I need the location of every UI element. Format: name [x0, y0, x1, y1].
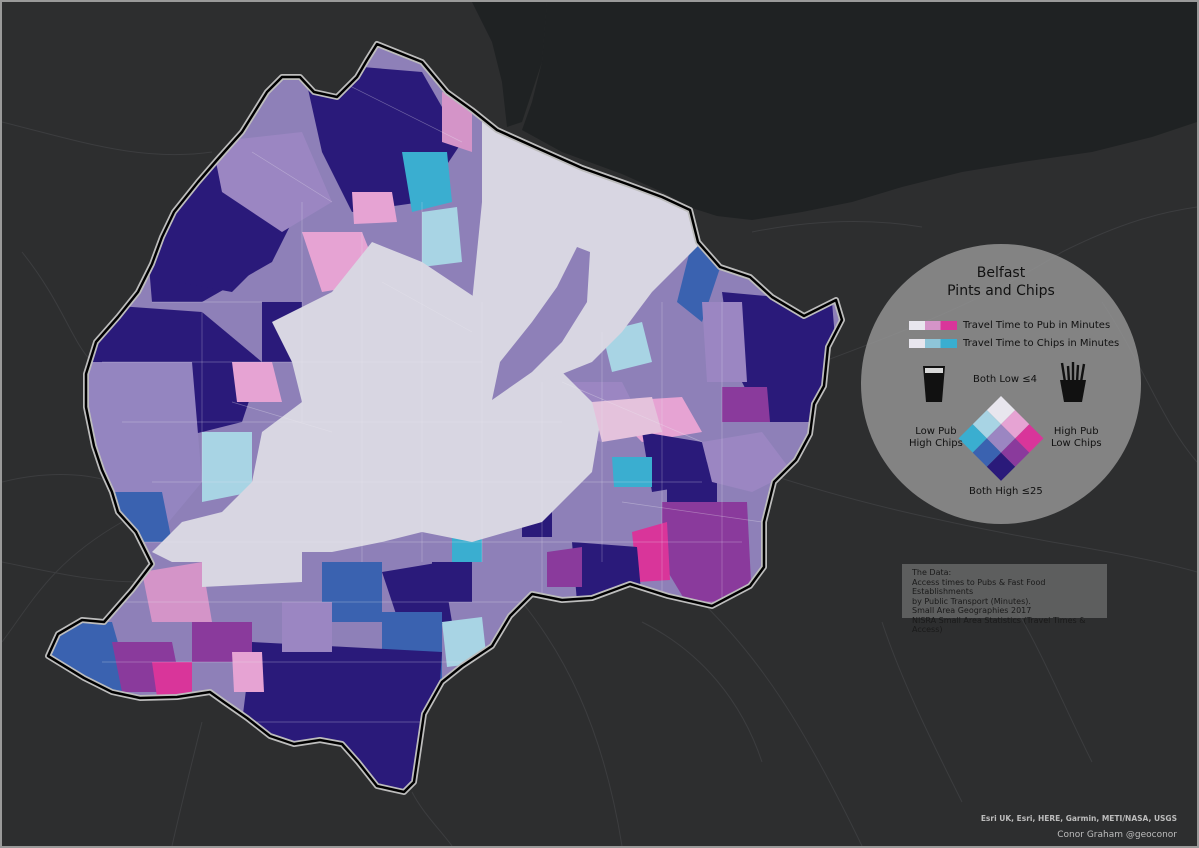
chips-ramp-row: Travel Time to Chips in Minutes [909, 336, 1119, 350]
legend-left-label-line2: High Chips [909, 438, 963, 449]
author-credit: Conor Graham @geoconor [1057, 830, 1177, 840]
legend-top-label: Both Low ≤4 [973, 374, 1038, 385]
legend-left-label: Low Pub High Chips [909, 426, 963, 450]
chips-ramp-label: Travel Time to Chips in Minutes [963, 337, 1120, 349]
legend-right-label-line1: High Pub [1053, 426, 1099, 437]
harbour-estate [492, 247, 590, 400]
belfast-lough-water [522, 2, 1197, 220]
data-note-line: Access times to Pubs & Fast Food Establi… [912, 577, 1046, 597]
lough-inlet-water [472, 2, 547, 127]
pub-ramp-label: Travel Time to Pub in Minutes [963, 319, 1111, 331]
pub-ramp-row: Travel Time to Pub in Minutes [909, 318, 1110, 332]
legend: Belfast Pints and Chips Travel Time to P… [861, 244, 1141, 524]
data-source-note: The Data: Access times to Pubs & Fast Fo… [902, 564, 1107, 634]
legend-left-label-line1: Low Pub [915, 426, 957, 437]
belfast-boundary-inner [46, 42, 844, 794]
legend-title-line2: Pints and Chips [947, 283, 1055, 299]
pint-glass-icon [923, 366, 945, 402]
chips-ramp-swatch [909, 338, 957, 348]
legend-title: Belfast Pints and Chips [861, 264, 1141, 300]
pub-ramp-swatch [909, 320, 957, 330]
data-note-line: by Public Transport (Minutes). [912, 596, 1031, 606]
data-note-line: Small Area Geographies 2017 [912, 606, 1032, 615]
legend-right-label-line2: Low Chips [1051, 438, 1102, 449]
data-note-line: The Data: [912, 568, 952, 577]
legend-right-label: High Pub Low Chips [1051, 426, 1102, 450]
bivariate-legend [958, 396, 1044, 481]
data-note-line: NISRA Small Area Statistics (Travel Time… [912, 615, 1086, 635]
legend-title-line1: Belfast [976, 265, 1026, 281]
legend-bottom-label: Both High ≤25 [969, 486, 1043, 497]
chips-icon [1060, 362, 1086, 402]
basemap-attribution: Esri UK, Esri, HERE, Garmin, METI/NASA, … [980, 814, 1177, 823]
